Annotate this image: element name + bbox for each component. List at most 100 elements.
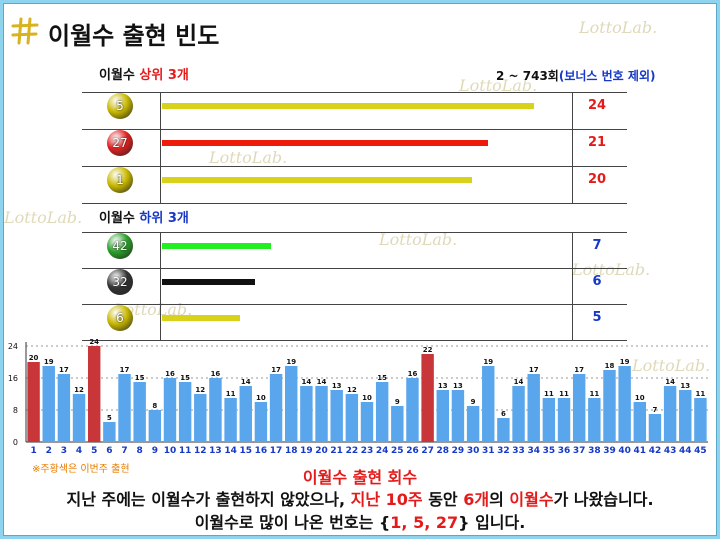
data-label: 11 — [559, 390, 569, 398]
x-tick-label: 21 — [330, 446, 343, 456]
summary-highlight: 1, 5, 27 — [390, 513, 459, 532]
count-label: 5 — [592, 310, 602, 325]
bar-27 — [421, 354, 434, 442]
number-ball: 27 — [107, 130, 133, 156]
x-tick-label: 16 — [255, 446, 268, 456]
frequency-bar — [162, 315, 240, 321]
note: ※주황색은 이번주 출현 — [32, 464, 130, 475]
data-label: 24 — [89, 338, 99, 346]
bar-40 — [618, 366, 631, 442]
bar-33 — [512, 386, 525, 442]
bar-10 — [163, 378, 177, 442]
summary-text: 지난 주에는 이월수가 출현하지 않았으나, — [66, 490, 351, 509]
data-label: 17 — [120, 366, 130, 374]
y-tick-label: 16 — [8, 374, 18, 383]
x-tick-label: 6 — [106, 446, 112, 456]
bar-28 — [436, 390, 449, 442]
data-label: 19 — [44, 358, 54, 366]
table-divider — [82, 268, 627, 269]
data-label: 19 — [483, 358, 493, 366]
data-label: 12 — [347, 386, 357, 394]
bar-22 — [345, 394, 359, 442]
bar-8 — [133, 382, 146, 442]
summary-line-2: 이월수로 많이 나온 번호는 {1, 5, 27} 입니다. — [4, 511, 716, 534]
data-label: 20 — [29, 354, 39, 362]
bar-37 — [572, 374, 586, 442]
table-divider — [82, 340, 627, 341]
section-highlight: 상위 3개 — [139, 68, 189, 83]
data-label: 9 — [471, 398, 476, 406]
bar-36 — [557, 398, 571, 442]
summary-highlight: 이월수 — [509, 490, 554, 509]
data-label: 14 — [514, 378, 524, 386]
data-label: 13 — [332, 382, 342, 390]
bar-20 — [315, 386, 328, 442]
x-tick-label: 3 — [61, 446, 67, 456]
y-tick-label: 0 — [13, 438, 18, 447]
table-divider — [82, 166, 627, 167]
x-tick-label: 36 — [558, 446, 571, 456]
x-tick-label: 20 — [315, 446, 328, 456]
number-ball: 1 — [107, 167, 133, 193]
x-tick-label: 15 — [239, 446, 252, 456]
watermark: LottoLab. — [4, 208, 83, 227]
data-label: 12 — [74, 386, 84, 394]
x-tick-label: 18 — [285, 446, 298, 456]
bar-6 — [103, 422, 116, 442]
x-tick-label: 17 — [270, 446, 283, 456]
x-tick-label: 42 — [649, 446, 662, 456]
data-label: 10 — [256, 394, 266, 402]
bar-2 — [42, 366, 55, 442]
bar-23 — [360, 402, 374, 442]
summary-line-1: 지난 주에는 이월수가 출현하지 않았으나, 지난 10주 동안 6개의 이월수… — [4, 488, 716, 511]
x-tick-label: 14 — [224, 446, 237, 456]
slide: 이월수 출현 빈도 LottoLab. LottoLab. LottoLab. … — [3, 3, 717, 536]
bar-9 — [148, 410, 162, 442]
watermark: LottoLab. — [209, 148, 288, 167]
x-tick-label: 30 — [467, 446, 480, 456]
data-label: 10 — [362, 394, 372, 402]
bar-24 — [375, 382, 389, 442]
data-label: 16 — [408, 370, 418, 378]
x-tick-label: 27 — [421, 446, 434, 456]
number-ball: 5 — [107, 93, 133, 119]
data-label: 17 — [271, 366, 281, 374]
bar-32 — [497, 418, 510, 442]
x-tick-label: 28 — [437, 446, 450, 456]
bar-29 — [451, 390, 465, 442]
table-divider — [572, 232, 573, 340]
summary-text: 동안 — [422, 490, 464, 509]
range-paren: (보너스 번호 제외) — [558, 69, 656, 83]
bar-44 — [679, 390, 692, 442]
x-tick-label: 41 — [634, 446, 647, 456]
lotto-logo-icon — [11, 17, 39, 45]
x-tick-label: 24 — [376, 446, 389, 456]
frequency-bar — [162, 279, 255, 285]
data-label: 15 — [180, 374, 190, 382]
watermark: LottoLab. — [572, 260, 651, 279]
y-tick-label: 24 — [8, 342, 18, 351]
data-label: 17 — [529, 366, 539, 374]
x-tick-label: 25 — [391, 446, 404, 456]
x-tick-label: 29 — [452, 446, 465, 456]
data-label: 15 — [135, 374, 145, 382]
bar-34 — [527, 374, 540, 442]
x-tick-label: 38 — [588, 446, 601, 456]
x-tick-label: 11 — [179, 446, 192, 456]
bottom-section-label: 이월수 하위 3개 — [99, 207, 189, 226]
x-tick-label: 37 — [573, 446, 586, 456]
data-label: 9 — [395, 398, 400, 406]
count-label: 24 — [587, 98, 607, 113]
data-label: 16 — [165, 370, 175, 378]
x-tick-label: 33 — [512, 446, 525, 456]
bar-21 — [330, 390, 343, 442]
x-tick-label: 44 — [679, 446, 692, 456]
section-prefix: 이월수 — [99, 68, 140, 83]
bar-31 — [482, 366, 495, 442]
bar-4 — [72, 394, 86, 442]
bar-16 — [254, 402, 268, 442]
data-label: 14 — [317, 378, 327, 386]
data-label: 18 — [605, 362, 615, 370]
x-tick-label: 7 — [121, 446, 127, 456]
bar-41 — [633, 402, 647, 442]
